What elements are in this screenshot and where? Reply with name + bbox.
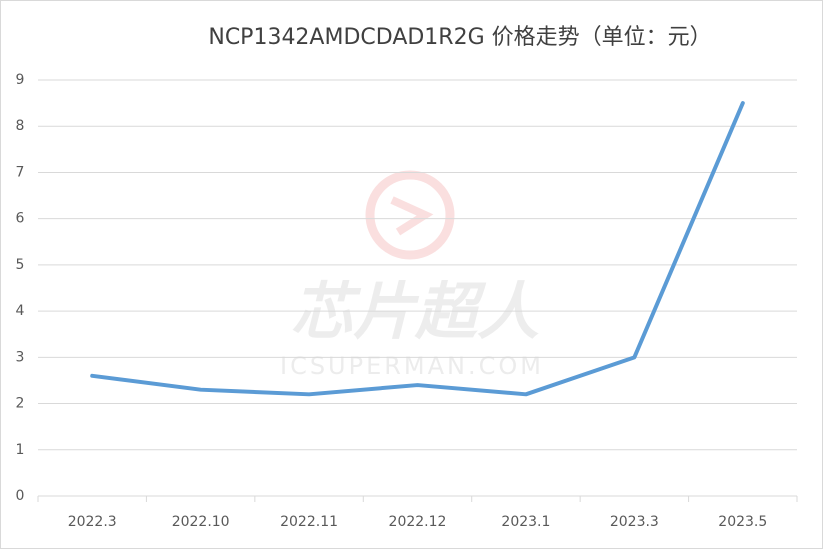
chart-title: NCP1342AMDCDAD1R2G 价格走势（单位：元） (208, 25, 711, 50)
x-tick-label: 2022.12 (389, 514, 447, 530)
y-tick-label: 8 (16, 118, 25, 134)
y-tick-label: 9 (16, 72, 25, 88)
x-tick-label: 2023.3 (610, 514, 659, 530)
y-tick-label: 0 (16, 488, 25, 504)
x-tick-label: 2022.11 (280, 514, 338, 530)
watermark-logo (365, 170, 455, 260)
y-tick-label: 5 (16, 257, 25, 273)
x-tick-label: 2023.1 (501, 514, 550, 530)
y-tick-label: 7 (16, 164, 25, 180)
data-line (90, 101, 745, 397)
y-tick-label: 6 (16, 211, 25, 227)
watermark-subtext: ICSUPERMAN.COM (280, 352, 544, 380)
y-tick-label: 2 (16, 396, 25, 412)
y-tick-label: 1 (16, 442, 25, 458)
x-tick-label: 2023.5 (718, 514, 767, 530)
y-tick-label: 3 (16, 349, 25, 365)
x-tick-label: 2022.10 (172, 514, 230, 530)
y-tick-label: 4 (16, 303, 25, 319)
x-tick-label: 2022.3 (68, 514, 117, 530)
